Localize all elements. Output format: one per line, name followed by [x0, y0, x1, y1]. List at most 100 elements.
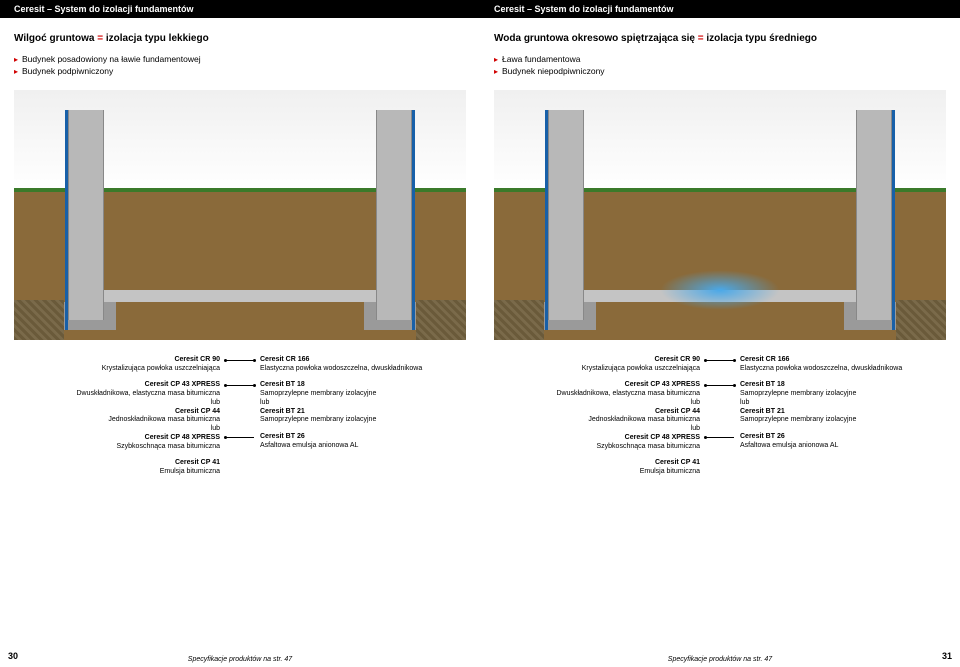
product-name: Ceresit CP 48 XPRESS — [14, 434, 220, 443]
header-title: Ceresit – System do izolacji fundamentów — [494, 4, 674, 14]
product-desc: Samoprzylepne membrany izolacyjne — [740, 390, 946, 399]
product-col-right: Ceresit CR 166 Elastyczna powłoka wodosz… — [740, 356, 946, 650]
subhead-title-right: Woda gruntowa okresowo spiętrzająca się … — [494, 33, 817, 44]
diagram-right — [494, 90, 946, 340]
product-name: Ceresit CR 90 — [494, 356, 700, 365]
product-name: Ceresit BT 26 — [740, 433, 946, 442]
product-desc: Szybkoschnąca masa bitumiczna — [14, 443, 220, 452]
product-block: Ceresit CR 90 Krystalizująca powłoka usz… — [494, 356, 700, 374]
product-desc: Elastyczna powłoka wodoszczelna, dwuskła… — [260, 365, 466, 374]
product-col-left: Ceresit CR 90 Krystalizująca powłoka usz… — [14, 356, 220, 650]
product-desc: Asfaltowa emulsja anionowa AL — [260, 442, 466, 451]
product-col-left: Ceresit CR 90 Krystalizująca powłoka usz… — [494, 356, 700, 650]
product-block: Ceresit CP 41 Emulsja bitumiczna — [14, 459, 220, 477]
product-block: Ceresit CP 43 XPRESS Dwuskładnikowa, ela… — [14, 381, 220, 451]
product-or: lub — [14, 425, 220, 434]
bullet-line: ▸ Budynek niepodpiwniczony — [494, 66, 946, 78]
membrane-left — [65, 110, 68, 330]
product-block: Ceresit BT 18 Samoprzylepne membrany izo… — [740, 381, 946, 425]
subhead-title-left: Wilgoć gruntowa = izolacja typu lekkiego — [14, 33, 209, 44]
water-pool — [660, 270, 780, 310]
product-block: Ceresit CP 41 Emulsja bitumiczna — [494, 459, 700, 477]
bullet-dot-icon: ▸ — [494, 66, 498, 77]
rubble-right — [416, 300, 466, 340]
product-desc: Elastyczna powłoka wodoszczelna, dwuskła… — [740, 365, 946, 374]
product-columns-left: Ceresit CR 90 Krystalizująca powłoka usz… — [0, 346, 480, 650]
page-number: 30 — [8, 651, 18, 661]
bullets-right: ▸ Ława fundamentowa ▸ Budynek niepodpiwn… — [480, 52, 960, 86]
product-block: Ceresit CP 43 XPRESS Dwuskładnikowa, ela… — [494, 381, 700, 451]
product-block: Ceresit CR 166 Elastyczna powłoka wodosz… — [740, 356, 946, 374]
product-desc: Jednoskładnikowa masa bitumiczna — [14, 416, 220, 425]
product-desc: Emulsja bitumiczna — [14, 468, 220, 477]
bullet-text: Budynek niepodpiwniczony — [502, 66, 605, 78]
product-desc: Samoprzylepne membrany izolacyjne — [260, 416, 466, 425]
product-name: Ceresit CP 44 — [494, 408, 700, 417]
subhead-left: Wilgoć gruntowa = izolacja typu lekkiego — [0, 18, 480, 52]
header-bar-right: Ceresit – System do izolacji fundamentów — [480, 0, 960, 18]
diagram-left — [14, 90, 466, 340]
product-name: Ceresit CP 48 XPRESS — [494, 434, 700, 443]
product-desc: Samoprzylepne membrany izolacyjne — [260, 390, 466, 399]
rubble-left — [14, 300, 64, 340]
membrane-right — [412, 110, 415, 330]
product-name: Ceresit BT 26 — [260, 433, 466, 442]
product-or: lub — [494, 399, 700, 408]
product-block: Ceresit BT 26 Asfaltowa emulsja anionowa… — [260, 433, 466, 451]
wall-left — [68, 110, 104, 320]
slab — [104, 290, 376, 302]
page-number: 31 — [942, 651, 952, 661]
product-col-right: Ceresit CR 166 Elastyczna powłoka wodosz… — [260, 356, 466, 650]
leader-line-icon — [226, 360, 254, 361]
product-or: lub — [260, 399, 466, 408]
product-block: Ceresit CR 90 Krystalizująca powłoka usz… — [14, 356, 220, 374]
bullet-dot-icon: ▸ — [14, 66, 18, 77]
leader-line-icon — [226, 385, 254, 386]
product-desc: Samoprzylepne membrany izolacyjne — [740, 416, 946, 425]
header-title: Ceresit – System do izolacji fundamentów — [14, 4, 194, 14]
wall-left — [548, 110, 584, 320]
product-desc: Krystalizująca powłoka uszczelniająca — [14, 365, 220, 374]
product-block: Ceresit CR 166 Elastyczna powłoka wodosz… — [260, 356, 466, 374]
bullet-text: Budynek posadowiony na ławie fundamentow… — [22, 54, 201, 66]
spec-note: Specyfikacje produktów na str. 47 — [0, 650, 480, 667]
product-name: Ceresit BT 18 — [260, 381, 466, 390]
bullet-line: ▸ Budynek podpiwniczony — [14, 66, 466, 78]
product-desc: Dwuskładnikowa, elastyczna masa bitumicz… — [494, 390, 700, 399]
leader-line-icon — [706, 437, 734, 438]
bullet-line: ▸ Budynek posadowiony na ławie fundament… — [14, 54, 466, 66]
product-name: Ceresit CR 90 — [14, 356, 220, 365]
product-name: Ceresit BT 21 — [260, 408, 466, 417]
subhead-b: izolacja typu średniego — [706, 33, 817, 44]
product-name: Ceresit BT 18 — [740, 381, 946, 390]
product-block: Ceresit BT 18 Samoprzylepne membrany izo… — [260, 381, 466, 425]
membrane-right — [892, 110, 895, 330]
page-right: Ceresit – System do izolacji fundamentów… — [480, 0, 960, 667]
bullet-text: Ława fundamentowa — [502, 54, 580, 66]
product-name: Ceresit CP 41 — [14, 459, 220, 468]
product-or: lub — [494, 425, 700, 434]
product-or: lub — [740, 399, 946, 408]
subhead-right: Woda gruntowa okresowo spiętrzająca się … — [480, 18, 960, 52]
product-columns-right: Ceresit CR 90 Krystalizująca powłoka usz… — [480, 346, 960, 650]
product-name: Ceresit CR 166 — [740, 356, 946, 365]
wall-right — [856, 110, 892, 320]
product-or: lub — [14, 399, 220, 408]
rubble-right — [896, 300, 946, 340]
product-name: Ceresit CP 43 XPRESS — [14, 381, 220, 390]
product-desc: Krystalizująca powłoka uszczelniająca — [494, 365, 700, 374]
product-desc: Dwuskładnikowa, elastyczna masa bitumicz… — [14, 390, 220, 399]
equals-sign: = — [97, 33, 103, 44]
bullet-dot-icon: ▸ — [14, 54, 18, 65]
wall-right — [376, 110, 412, 320]
product-block: Ceresit BT 26 Asfaltowa emulsja anionowa… — [740, 433, 946, 451]
product-name: Ceresit CP 41 — [494, 459, 700, 468]
leader-line-icon — [706, 385, 734, 386]
product-desc: Emulsja bitumiczna — [494, 468, 700, 477]
product-desc: Szybkoschnąca masa bitumiczna — [494, 443, 700, 452]
membrane-left — [545, 110, 548, 330]
rubble-left — [494, 300, 544, 340]
product-name: Ceresit CP 43 XPRESS — [494, 381, 700, 390]
bullet-line: ▸ Ława fundamentowa — [494, 54, 946, 66]
subhead-a: Wilgoć gruntowa — [14, 33, 94, 44]
